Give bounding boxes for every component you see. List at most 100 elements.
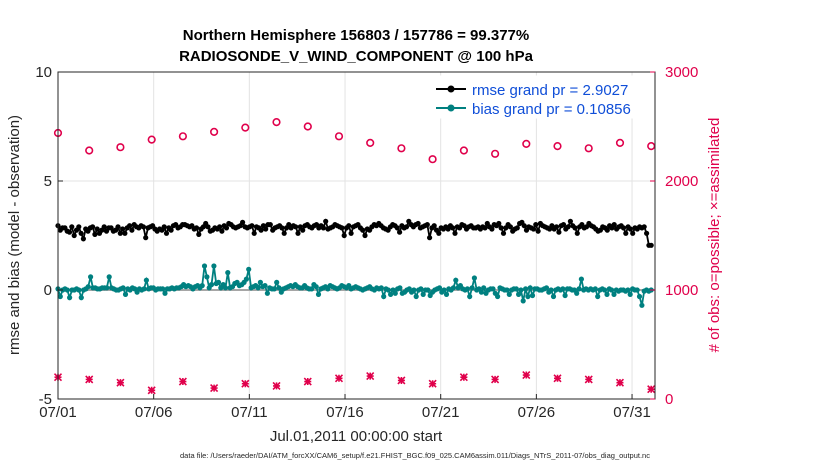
data-point	[300, 227, 306, 233]
legend-box	[427, 75, 652, 119]
data-point	[397, 229, 403, 235]
plot-area	[58, 72, 655, 399]
data-point	[424, 222, 430, 228]
data-point	[295, 230, 301, 236]
data-point	[196, 231, 202, 237]
data-point	[341, 232, 347, 239]
x-tick-label: 07/16	[326, 404, 364, 421]
data-point	[397, 285, 403, 291]
data-point	[255, 285, 261, 291]
x-tick-label: 07/06	[135, 404, 173, 421]
obs-assimilated-marker	[334, 374, 344, 383]
data-point	[592, 286, 598, 292]
data-point	[219, 228, 225, 234]
data-point	[251, 230, 257, 236]
y-tick-label-right: 3000	[665, 64, 698, 81]
data-point	[525, 293, 531, 300]
data-point	[636, 293, 643, 300]
data-point	[625, 287, 631, 293]
legend-marker-rmse	[447, 85, 455, 93]
y-tick-label-left: 5	[44, 173, 52, 190]
obs-assimilated-marker	[272, 381, 281, 390]
data-point	[413, 293, 419, 300]
data-point	[313, 284, 319, 290]
y-tick-label-left: -5	[39, 391, 52, 408]
data-point	[215, 279, 222, 285]
x-tick-label: 07/26	[518, 404, 556, 421]
data-point	[641, 224, 647, 230]
data-point	[249, 223, 255, 229]
data-point	[394, 225, 400, 231]
data-point	[543, 285, 550, 291]
data-point	[565, 224, 571, 230]
obs-assimilated-marker	[210, 384, 219, 393]
data-point	[574, 230, 580, 236]
data-point	[495, 293, 501, 300]
legend-label-rmse: rmse grand pr = 2.9027	[472, 82, 628, 99]
data-point	[274, 279, 280, 285]
data-point	[403, 224, 410, 230]
data-point	[500, 230, 507, 236]
data-point	[246, 266, 252, 272]
obs-assimilated-marker	[553, 374, 562, 383]
data-point	[639, 302, 645, 308]
data-point	[168, 227, 174, 233]
data-point	[516, 291, 522, 297]
data-point	[293, 224, 299, 230]
data-point	[205, 224, 211, 230]
data-point	[160, 286, 166, 292]
data-point	[560, 222, 567, 228]
data-point	[106, 274, 112, 280]
obs-possible-marker	[85, 146, 94, 155]
series-layer	[53, 117, 656, 395]
data-point	[481, 285, 487, 291]
data-point	[258, 227, 264, 233]
data-point	[578, 276, 585, 282]
data-point	[450, 285, 456, 291]
data-point	[567, 218, 574, 224]
obs-assimilated-marker	[647, 385, 656, 394]
data-point	[57, 293, 63, 300]
data-point	[489, 226, 495, 232]
data-point	[527, 285, 533, 291]
data-point	[67, 295, 73, 301]
y-axis-label-left: rmse and bias (model - observation)	[6, 115, 23, 355]
obs-assimilated-marker	[178, 377, 187, 386]
obs-possible-marker	[584, 144, 593, 153]
data-point	[443, 291, 450, 297]
data-point	[602, 287, 608, 293]
data-point	[518, 287, 524, 293]
data-point	[281, 230, 287, 236]
data-point	[464, 286, 470, 292]
data-point	[436, 285, 443, 291]
data-point	[504, 287, 510, 293]
data-point	[122, 230, 128, 236]
data-point	[420, 291, 426, 297]
obs-possible-marker	[491, 149, 500, 158]
data-point	[576, 286, 582, 292]
obs-possible-marker	[553, 142, 562, 151]
data-point	[478, 289, 484, 295]
legend: rmse grand pr = 2.9027 bias grand pr = 0…	[427, 75, 652, 119]
data-point	[141, 286, 147, 292]
data-point	[620, 225, 627, 231]
data-point	[562, 292, 568, 299]
data-point	[360, 227, 366, 233]
y-tick-label-right: 1000	[665, 282, 698, 299]
data-point	[143, 235, 149, 241]
data-point	[80, 236, 86, 242]
y-tick-label-left: 10	[35, 64, 52, 81]
series-rmse	[55, 218, 654, 248]
obs-possible-marker	[428, 155, 437, 164]
series-bias	[55, 263, 654, 308]
data-point	[418, 286, 424, 292]
data-point	[199, 283, 205, 289]
data-point	[267, 222, 273, 228]
data-point	[441, 287, 447, 293]
obs-assimilated-marker	[615, 378, 625, 387]
data-point	[117, 230, 123, 236]
data-point	[392, 290, 398, 296]
data-point	[348, 230, 354, 236]
data-point	[76, 224, 82, 230]
